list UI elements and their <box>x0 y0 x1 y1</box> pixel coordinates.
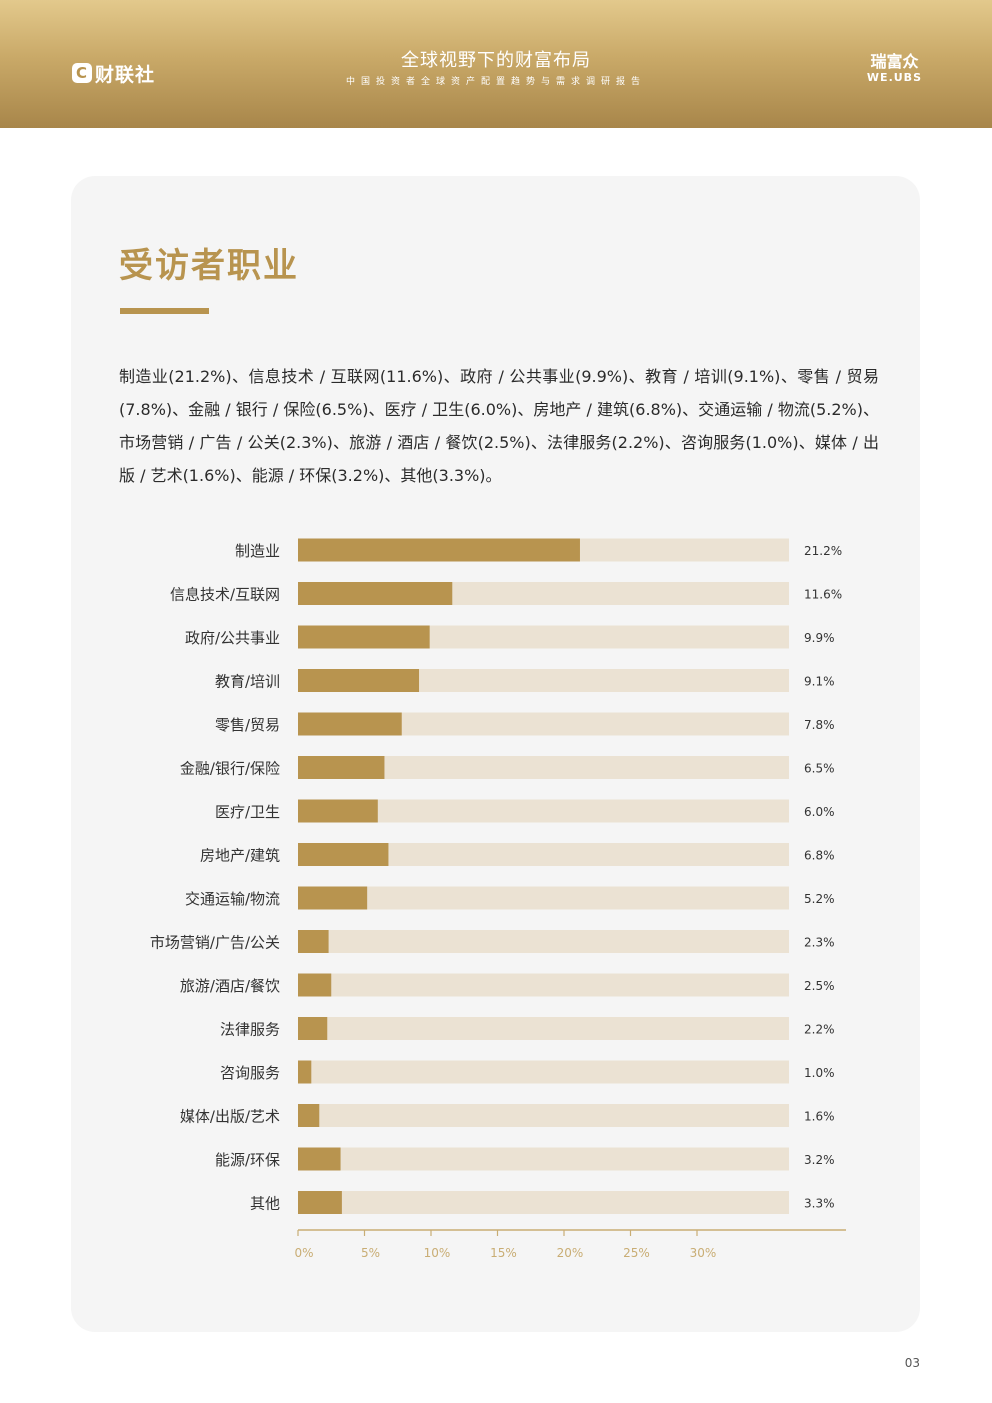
page-header: C 财联社 全球视野下的财富布局 中国投资者全球资产配置趋势与需求调研报告 瑞富… <box>0 0 992 128</box>
bar <box>298 756 385 779</box>
x-tick-label: 25% <box>623 1246 650 1260</box>
value-label: 9.9% <box>804 631 835 645</box>
category-label: 交通运输/物流 <box>185 890 280 908</box>
bar-track <box>298 886 789 910</box>
bar <box>298 1017 328 1040</box>
bar-track <box>298 756 789 779</box>
bar-track <box>298 973 789 997</box>
bar-track <box>298 1017 789 1040</box>
category-label: 政府/公共事业 <box>185 629 280 647</box>
value-label: 6.8% <box>804 849 835 863</box>
weubs-logo-zh: 瑞富众 <box>870 52 919 71</box>
category-label: 能源/环保 <box>215 1151 280 1169</box>
bar-track <box>298 930 789 953</box>
category-label: 信息技术/互联网 <box>170 586 280 604</box>
bar <box>298 712 402 736</box>
cls-logo-mark: C <box>72 63 92 83</box>
value-label: 1.6% <box>804 1110 835 1124</box>
category-label: 咨询服务 <box>220 1064 280 1082</box>
bar <box>298 625 430 649</box>
bar <box>298 973 332 997</box>
value-label: 3.2% <box>804 1153 835 1167</box>
value-label: 5.2% <box>804 892 835 906</box>
x-tick-label: 5% <box>361 1246 380 1260</box>
bar <box>298 886 368 910</box>
category-label: 教育/培训 <box>215 673 280 691</box>
bar <box>298 1060 312 1084</box>
value-label: 6.0% <box>804 805 835 819</box>
bar <box>298 538 580 562</box>
bar-track <box>298 843 789 866</box>
category-label: 制造业 <box>235 542 280 560</box>
value-label: 11.6% <box>804 588 842 602</box>
category-label: 金融/银行/保险 <box>180 760 280 778</box>
bar <box>298 799 378 823</box>
bar-track <box>298 1060 789 1084</box>
section-title: 受访者职业 <box>119 246 299 286</box>
page-number: 03 <box>904 1356 920 1370</box>
category-label: 法律服务 <box>220 1021 280 1039</box>
bar-track <box>298 799 789 823</box>
value-label: 2.5% <box>804 979 835 993</box>
bar <box>298 1191 342 1214</box>
report-title: 全球视野下的财富布局 <box>401 50 591 71</box>
bar-track <box>298 1147 789 1171</box>
content-card <box>71 176 920 1332</box>
bar <box>298 1104 320 1127</box>
category-label: 其他 <box>250 1195 280 1213</box>
bar-track <box>298 1191 789 1214</box>
value-label: 2.2% <box>804 1023 835 1037</box>
bar-track <box>298 1104 789 1127</box>
value-label: 3.3% <box>804 1197 835 1211</box>
x-tick-label: 15% <box>490 1246 517 1260</box>
weubs-logo: 瑞富众 WE.UBS <box>866 52 922 85</box>
cls-logo: C 财联社 <box>72 60 155 86</box>
weubs-logo-en: WE.UBS <box>866 71 922 84</box>
x-tick-label: 10% <box>424 1246 451 1260</box>
report-subtitle: 中国投资者全球资产配置趋势与需求调研报告 <box>345 77 646 87</box>
category-label: 房地产/建筑 <box>200 847 280 865</box>
intro-paragraph: 制造业(21.2%)、信息技术 / 互联网(11.6%)、政府 / 公共事业(9… <box>119 367 879 485</box>
x-tick-label: 20% <box>557 1246 584 1260</box>
value-label: 6.5% <box>804 762 835 776</box>
value-label: 21.2% <box>804 544 842 558</box>
category-label: 零售/贸易 <box>215 716 280 734</box>
x-tick-label: 0% <box>294 1246 313 1260</box>
value-label: 2.3% <box>804 936 835 950</box>
bar <box>298 1147 341 1171</box>
x-tick-label: 30% <box>690 1246 717 1260</box>
title-underline <box>120 308 209 314</box>
value-label: 9.1% <box>804 675 835 689</box>
value-label: 7.8% <box>804 718 835 732</box>
cls-logo-text: 财联社 <box>95 63 156 86</box>
bar <box>298 582 453 605</box>
bar <box>298 669 420 692</box>
bar <box>298 843 389 866</box>
category-label: 媒体/出版/艺术 <box>180 1108 280 1126</box>
category-label: 医疗/卫生 <box>215 803 280 821</box>
bar-track <box>298 712 789 736</box>
value-label: 1.0% <box>804 1066 835 1080</box>
category-label: 旅游/酒店/餐饮 <box>180 977 280 995</box>
category-label: 市场营销/广告/公关 <box>150 934 280 952</box>
bar-track <box>298 669 789 692</box>
bar <box>298 930 329 953</box>
